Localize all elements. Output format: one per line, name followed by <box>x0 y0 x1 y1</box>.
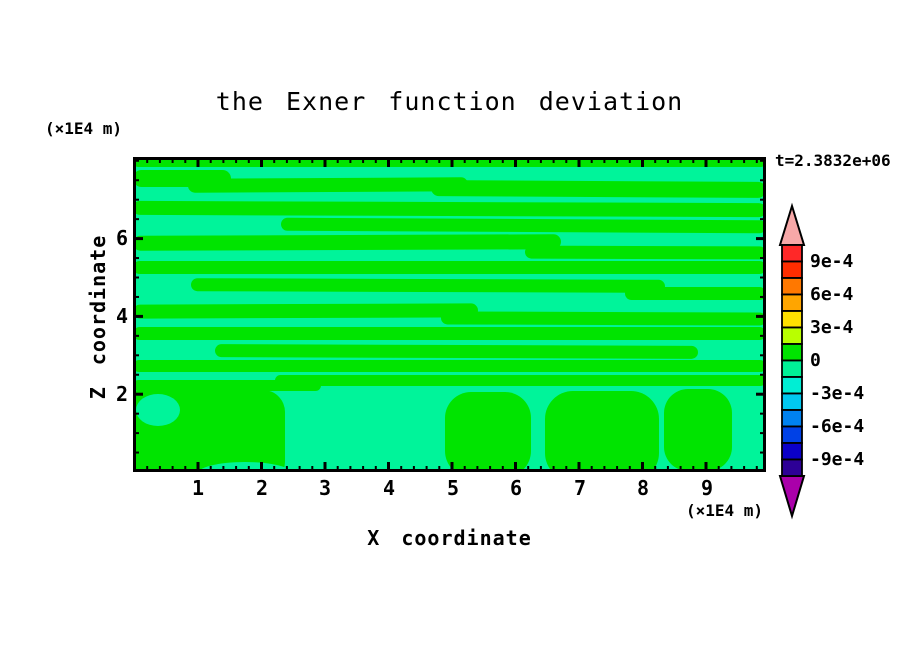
colorbar-band <box>781 244 803 263</box>
x-tick-label: 8 <box>636 476 650 500</box>
x-tick-label: 9 <box>700 476 714 500</box>
contour-blob-positive <box>545 391 659 472</box>
contour-stripe-positive <box>188 177 468 193</box>
x-tick-label: 1 <box>191 476 205 500</box>
contour-patch-negative <box>136 394 180 426</box>
contour-stripe-positive <box>133 200 766 218</box>
contour-plot-area <box>133 157 766 472</box>
contour-stripe-positive <box>133 234 561 251</box>
colorbar-over-arrow <box>778 202 806 246</box>
x-tick-label: 4 <box>382 476 396 500</box>
colorbar-band <box>781 343 803 362</box>
x-tick-label: 5 <box>446 476 460 500</box>
y-tick-label: 2 <box>115 382 128 406</box>
y-axis-unit-label: (×1E4 m) <box>45 119 123 138</box>
colorbar-under-arrow <box>778 475 806 520</box>
colorbar-tick-label: 3e-4 <box>810 316 854 338</box>
x-tick-label: 3 <box>318 476 332 500</box>
contour-stripe-positive <box>191 278 665 293</box>
x-axis-label: X coordinate <box>367 526 532 550</box>
colorbar-tick-label: -6e-4 <box>810 415 865 437</box>
colorbar-band <box>781 392 803 411</box>
contour-stripe-positive <box>625 287 766 300</box>
colorbar-band <box>781 310 803 329</box>
contour-stripe-positive <box>133 261 766 274</box>
contour-stripe-positive <box>133 360 766 372</box>
contour-stripe-positive <box>441 311 766 326</box>
colorbar-band <box>781 260 803 279</box>
colorbar-band <box>781 326 803 345</box>
colorbar-band <box>781 359 803 378</box>
colorbar-tick-label: 0 <box>810 349 821 371</box>
plot-frame <box>133 157 766 472</box>
x-tick-label: 2 <box>255 476 269 500</box>
x-tick-label: 6 <box>509 476 523 500</box>
colorbar-band <box>781 293 803 312</box>
contour-stripe-positive <box>525 245 766 260</box>
contour-stripe-positive <box>281 217 766 234</box>
x-tick-label: 7 <box>573 476 587 500</box>
contour-stripe-positive <box>275 375 766 386</box>
colorbar-band <box>781 458 803 477</box>
colorbar-tick-label: -9e-4 <box>810 448 865 470</box>
colorbar-band <box>781 425 803 444</box>
colorbar-tick-label: 6e-4 <box>810 283 854 305</box>
contour-stripe-positive <box>133 303 478 319</box>
x-axis-unit-label: (×1E4 m) <box>686 501 764 520</box>
chart-title: the Exner function deviation <box>215 87 684 116</box>
time-annotation: t=2.3832e+06 <box>775 151 891 170</box>
colorbar-band <box>781 277 803 296</box>
contour-stripe-positive <box>215 344 698 359</box>
contour-stripe-positive <box>133 327 766 340</box>
colorbar-band <box>781 376 803 395</box>
colorbar-tick-label: 9e-4 <box>810 250 854 272</box>
contour-blob-positive <box>664 389 732 471</box>
colorbar <box>778 202 806 520</box>
contour-stripe-positive <box>431 180 766 198</box>
y-tick-label: 6 <box>115 226 128 250</box>
colorbar-band <box>781 442 803 461</box>
colorbar-tick-label: -3e-4 <box>810 382 865 404</box>
contour-stripe-positive <box>133 380 321 391</box>
colorbar-band <box>781 409 803 428</box>
contour-blob-positive <box>445 392 531 472</box>
y-tick-label: 4 <box>115 304 128 328</box>
